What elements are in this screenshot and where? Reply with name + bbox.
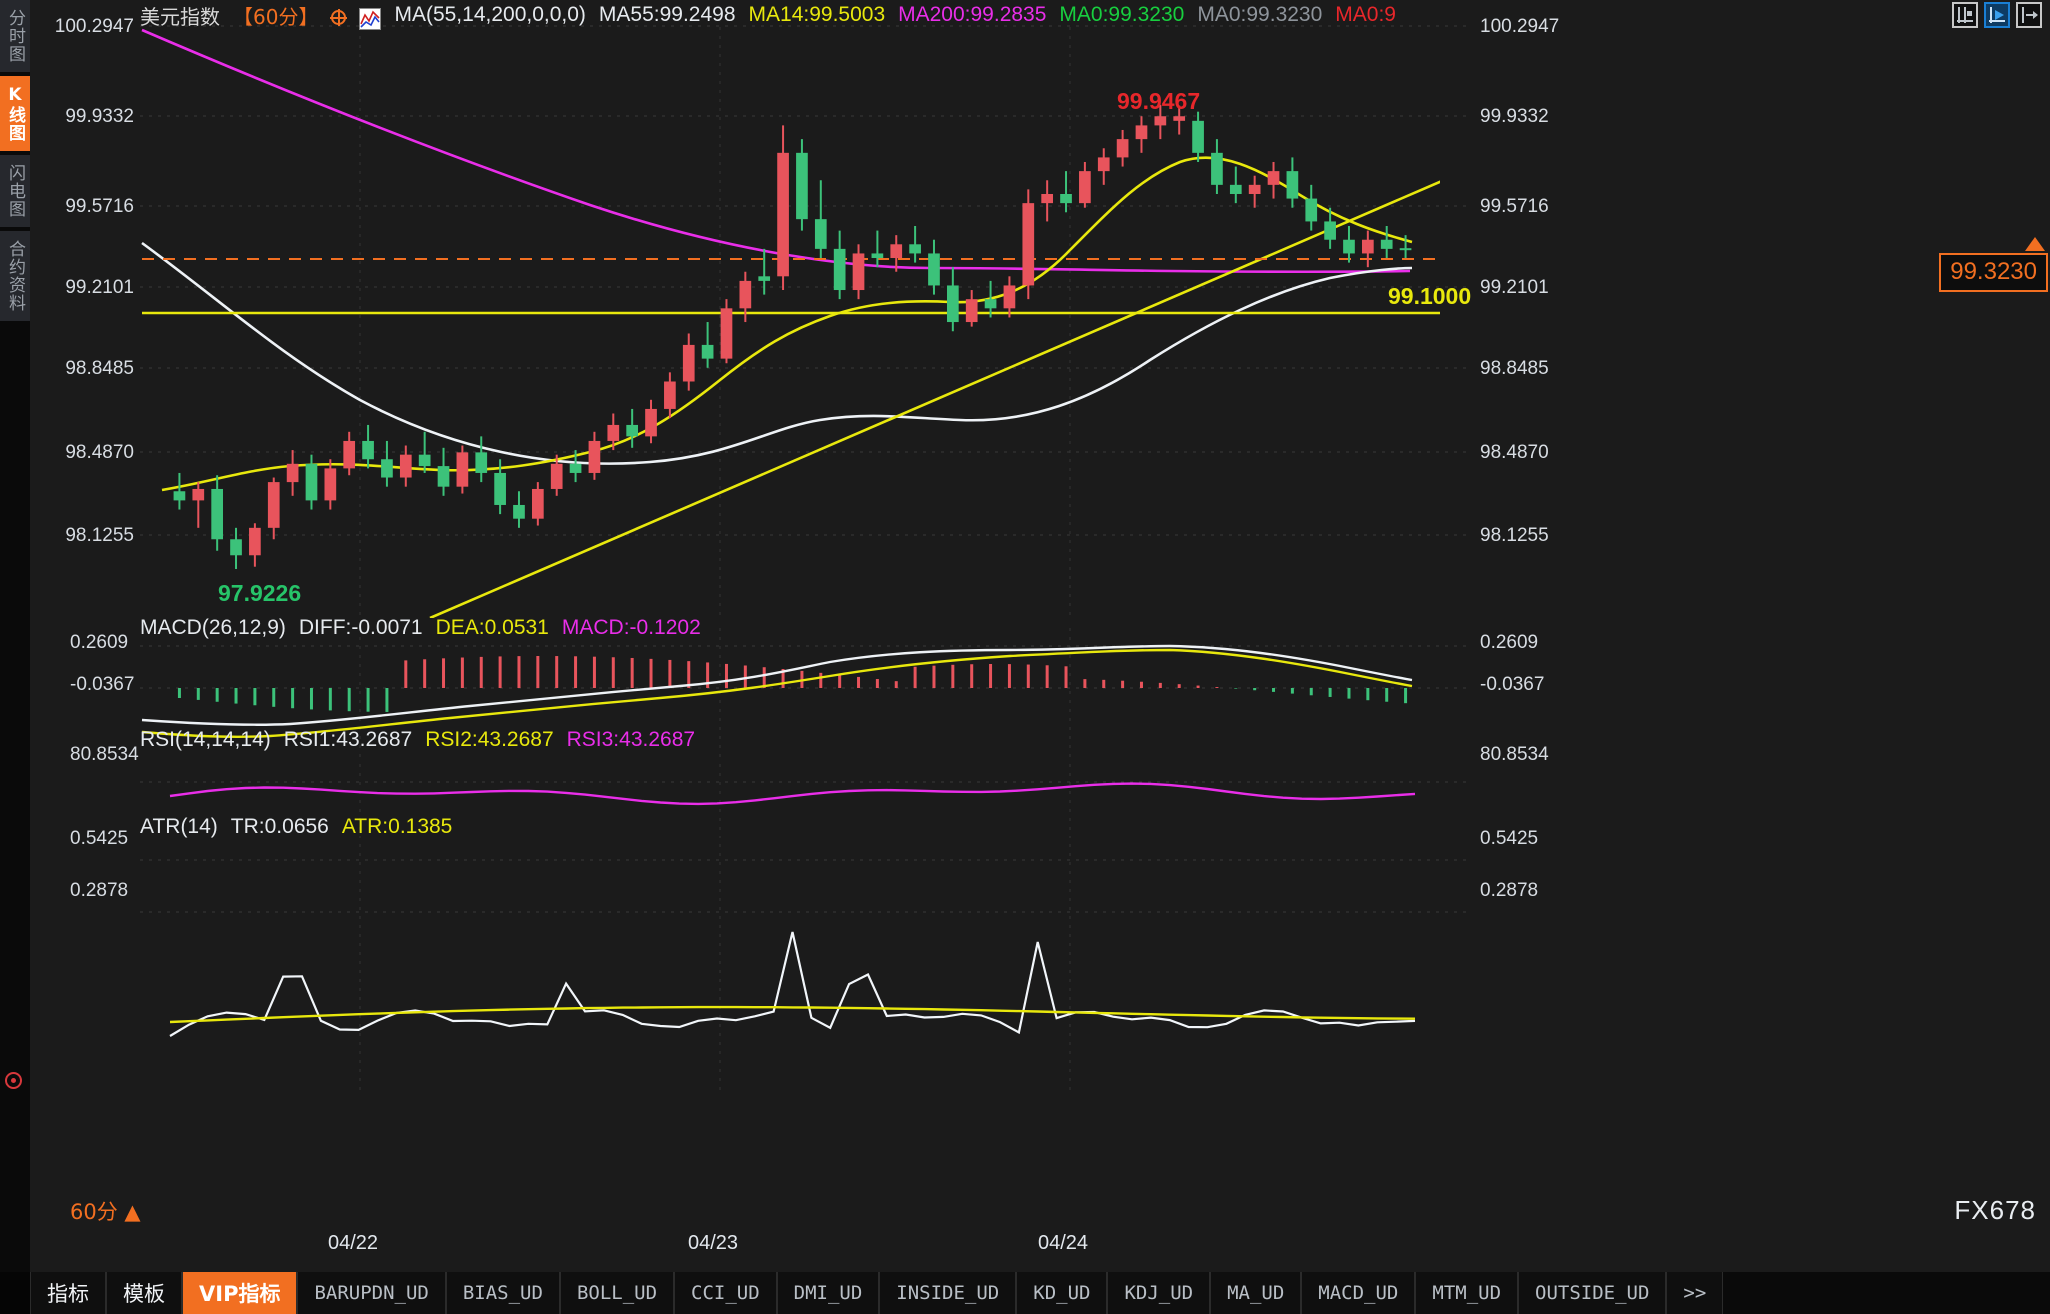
atr-value: ATR:0.1385 — [341, 815, 453, 838]
price-tick-left: 98.1255 — [65, 525, 134, 546]
macd-legend: MACD(26,12,9) DIFF:-0.0071 DEA:0.0531 MACD:… — [140, 616, 714, 640]
rsi1-value: RSI1:43.2687 — [283, 728, 413, 751]
period-badge[interactable]: 60分 ▲ — [70, 1200, 141, 1224]
bottom-tab-dmi-ud[interactable]: DMI_UD — [776, 1272, 880, 1314]
macd-pane[interactable] — [30, 620, 2050, 760]
rsi-axis-left: 80.8534 — [70, 744, 139, 765]
bottom-tab-kd-ud[interactable]: KD_UD — [1016, 1272, 1108, 1314]
sidebar-item-candlestick-chart[interactable]: K线图 — [0, 76, 30, 151]
macd-dea: DEA:0.0531 — [435, 616, 549, 639]
price-tick-left: 98.8485 — [65, 358, 134, 379]
price-pane[interactable] — [30, 0, 2050, 620]
shift-right-icon[interactable] — [2016, 2, 2042, 28]
macd-axis-lower-right: -0.0367 — [1480, 674, 1545, 695]
price-tick-left: 99.9332 — [65, 106, 134, 127]
atr-axis-lower-right: 0.2878 — [1480, 880, 1539, 901]
bottom-tab-kdj-ud[interactable]: KDJ_UD — [1107, 1272, 1211, 1314]
atr-axis-upper-left: 0.5425 — [70, 828, 129, 849]
sidebar-item-contract-info[interactable]: 合约资料 — [0, 231, 30, 321]
atr-pane[interactable] — [30, 840, 2050, 1230]
bottom-tab-mtm-ud[interactable]: MTM_UD — [1415, 1272, 1519, 1314]
high-price-annotation: 99.9467 — [1117, 88, 1201, 114]
rsi3-value: RSI3:43.2687 — [566, 728, 696, 751]
rsi-axis-right: 80.8534 — [1480, 744, 1549, 765]
record-indicator-icon — [5, 1072, 22, 1089]
bottom-tab-[interactable]: 模板 — [106, 1272, 182, 1314]
price-tick-right: 100.2947 — [1480, 16, 1560, 37]
bottom-tab-[interactable]: 指标 — [30, 1272, 106, 1314]
support-line-label: 99.1000 — [1388, 283, 1472, 309]
bottom-bar-spacer — [0, 1272, 30, 1314]
low-price-annotation: 97.9226 — [218, 580, 302, 606]
ma200-value: MA200:99.2835 — [898, 3, 1047, 26]
sidebar-item-lightning-chart[interactable]: 闪电图 — [0, 155, 30, 227]
symbol-name: 美元指数 — [140, 4, 220, 29]
macd-title: MACD(26,12,9) — [140, 616, 286, 639]
date-tick: 04/24 — [1038, 1232, 1089, 1254]
ma0-grey-value: MA0:99.3230 — [1197, 3, 1323, 26]
candlestick-series — [173, 104, 1412, 569]
left-sidebar: 分时图 K线图 闪电图 合约资料 — [0, 0, 30, 1272]
ma-params-label: MA(55,14,200,0,0,0) — [394, 3, 586, 26]
ma55-value: MA55:99.2498 — [598, 3, 736, 26]
chart-toolbar — [1952, 2, 2042, 28]
macd-axis-upper-left: 0.2609 — [70, 632, 129, 653]
settings-target-icon[interactable] — [330, 8, 348, 26]
atr-axis-lower-left: 0.2878 — [70, 880, 129, 901]
price-tick-right: 99.2101 — [1480, 277, 1549, 298]
price-tick-left: 99.2101 — [65, 277, 134, 298]
bottom-tab-boll-ud[interactable]: BOLL_UD — [559, 1272, 675, 1314]
price-tag-arrow-icon — [2025, 237, 2045, 251]
watermark: FX678 — [1954, 1195, 2036, 1225]
rsi-pane[interactable] — [30, 760, 2050, 840]
macd-axis-upper-right: 0.2609 — [1480, 632, 1539, 653]
playback-icon[interactable] — [1984, 2, 2010, 28]
price-tick-right: 99.5716 — [1480, 196, 1549, 217]
sidebar-item-timeline-chart[interactable]: 分时图 — [0, 0, 30, 72]
ma14-value: MA14:99.5003 — [748, 3, 886, 26]
price-tick-right: 99.9332 — [1480, 106, 1549, 127]
date-tick: 04/22 — [328, 1232, 379, 1254]
bottom-tab-barupdn-ud[interactable]: BARUPDN_UD — [297, 1272, 446, 1314]
rsi2-value: RSI2:43.2687 — [425, 728, 554, 751]
ma0-red-value: MA0:9 — [1335, 3, 1396, 26]
symbol-period: 【60分】 — [233, 4, 319, 29]
rsi-title: RSI(14,14,14) — [140, 728, 271, 751]
bottom-tab-cci-ud[interactable]: CCI_UD — [674, 1272, 777, 1314]
price-tick-left: 98.4870 — [65, 442, 134, 463]
bottom-tab-ma-ud[interactable]: MA_UD — [1210, 1272, 1302, 1314]
crosshair-measure-icon[interactable] — [1952, 2, 1978, 28]
rsi-legend: RSI(14,14,14) RSI1:43.2687 RSI2:43.2687 RSI… — [140, 728, 708, 752]
atr-tr-value: TR:0.0656 — [230, 815, 329, 838]
macd-axis-lower-left: -0.0367 — [70, 674, 135, 695]
atr-title: ATR(14) — [140, 815, 218, 838]
bottom-tab-macd-ud[interactable]: MACD_UD — [1301, 1272, 1416, 1314]
macd-diff: DIFF:-0.0071 — [298, 616, 423, 639]
indicator-chart-icon[interactable] — [359, 8, 382, 30]
bottom-tab-bias-ud[interactable]: BIAS_UD — [445, 1272, 560, 1314]
price-tick-right: 98.8485 — [1480, 358, 1549, 379]
date-tick: 04/23 — [688, 1232, 739, 1254]
bottom-tab-outside-ud[interactable]: OUTSIDE_UD — [1518, 1272, 1667, 1314]
ma0-green-value: MA0:99.3230 — [1059, 3, 1185, 26]
bottom-tab-bar: 指标 模板 VIP指标 BARUPDN_UD BIAS_UD BOLL_UD CCI_UD D… — [0, 1272, 2050, 1314]
chart-header-legend: 美元指数 【60分】 MA(55,14,200,0,0,0) MA55:99.2… — [140, 2, 1409, 30]
chart-canvas-area[interactable]: 美元指数 【60分】 MA(55,14,200,0,0,0) MA55:99.2… — [30, 0, 2050, 1272]
bottom-tab-vip[interactable]: VIP指标 — [182, 1272, 298, 1314]
bottom-tab-[interactable]: >> — [1666, 1272, 1724, 1314]
macd-value: MACD:-0.1202 — [561, 616, 701, 639]
current-price-tag[interactable]: 99.3230 — [1939, 253, 2048, 292]
price-tick-left: 99.5716 — [65, 196, 134, 217]
bottom-tab-inside-ud[interactable]: INSIDE_UD — [879, 1272, 1017, 1314]
price-tick-right: 98.1255 — [1480, 525, 1549, 546]
atr-axis-upper-right: 0.5425 — [1480, 828, 1539, 849]
price-tick-left: 100.2947 — [54, 16, 134, 37]
atr-legend: ATR(14) TR:0.0656 ATR:0.1385 — [140, 815, 465, 839]
price-tick-right: 98.4870 — [1480, 442, 1549, 463]
